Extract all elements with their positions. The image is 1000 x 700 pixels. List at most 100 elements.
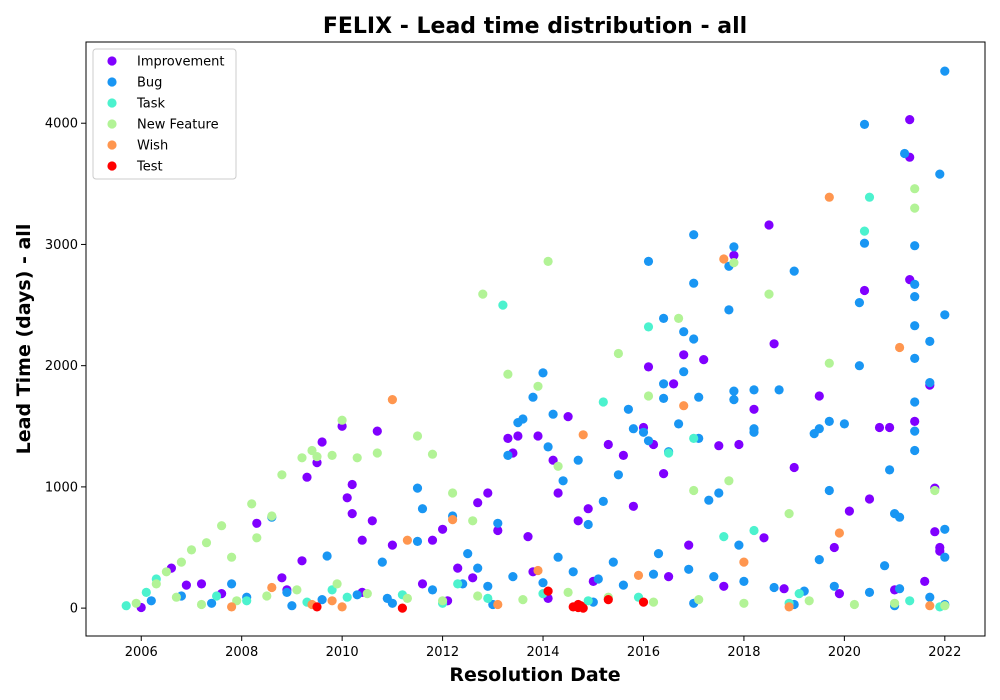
y-tick-label: 3000 [45,238,78,253]
data-point [679,327,689,337]
x-axis: 2006 2008 2010 2012 2014 2016 2018 2020 2022 [125,636,961,660]
data-point [910,321,920,331]
data-point [227,552,237,562]
x-tick-label: 2010 [326,645,359,660]
data-point [749,385,759,395]
data-point [357,535,367,545]
data-point [849,599,860,610]
data-point [910,292,920,302]
data-point [131,598,141,608]
data-point [412,431,423,441]
data-point [910,184,920,194]
data-point [814,391,824,401]
data-point [498,300,508,310]
data-point [689,334,699,344]
data-point [910,279,920,289]
data-point [402,593,412,604]
data-point [448,515,458,525]
data-point [578,430,588,440]
data-point [925,378,935,388]
data-point [533,565,543,576]
data-point [684,564,694,574]
data-point [453,563,463,573]
data-point [207,598,217,608]
data-point [322,551,332,561]
data-point [834,528,845,538]
data-point [242,596,252,606]
data-point [729,258,739,268]
data-point [227,602,237,612]
data-point [859,285,870,296]
data-point [196,599,207,610]
data-point [573,516,583,526]
data-point [302,472,312,482]
data-point [523,532,533,542]
data-point [714,488,724,498]
data-point [910,416,920,426]
data-point [563,412,573,422]
data-point [719,254,729,264]
data-point [659,393,669,403]
data-point [689,485,699,496]
data-point [638,597,649,607]
data-point [689,433,699,443]
data-point [880,561,890,571]
data-point [824,485,834,496]
data-point [387,540,397,550]
data-point [719,532,729,542]
data-point [749,404,759,414]
data-point [468,573,478,583]
data-point [427,585,438,595]
data-point [417,579,428,589]
data-point [533,431,543,441]
data-point [679,367,689,377]
legend-entry: Test [136,160,163,175]
data-point [558,476,568,486]
data-point [217,521,227,531]
data-point [643,256,654,266]
data-point [603,439,613,450]
data-point [824,192,834,202]
data-point [583,504,593,514]
x-tick-label: 2022 [928,645,961,660]
data-point [699,355,709,365]
data-point [643,362,654,372]
data-point [774,385,784,395]
data-point [764,289,774,299]
y-axis: 0 1000 2000 3000 4000 [45,117,86,617]
data-point [267,511,277,521]
data-point [784,602,794,612]
data-point [327,450,337,460]
data-point [548,409,558,419]
x-axis-label: Resolution Date [449,664,620,686]
data-point [729,395,739,405]
data-point [789,462,799,473]
data-point [779,584,789,594]
y-tick-label: 4000 [45,117,78,132]
y-axis-label: Lead Time (days) - all [13,224,35,455]
data-point [438,524,448,534]
data-point [563,587,573,598]
data-point [659,469,669,479]
data-point [839,419,850,429]
data-point [885,422,895,433]
data-point [412,536,423,547]
data-point [483,581,493,591]
data-point [473,591,483,601]
data-point [538,368,548,378]
data-point [764,220,774,230]
data-point [940,66,950,76]
data-point [483,488,493,498]
data-point [674,313,684,323]
data-point [453,579,463,589]
data-point [794,589,804,599]
data-point [297,556,307,566]
data-point [759,533,769,543]
data-point [121,601,131,611]
data-point [543,586,553,596]
data-point [367,516,377,526]
data-point [307,445,317,456]
x-tick-label: 2018 [727,645,760,660]
data-point [910,353,920,363]
data-point [920,576,930,587]
